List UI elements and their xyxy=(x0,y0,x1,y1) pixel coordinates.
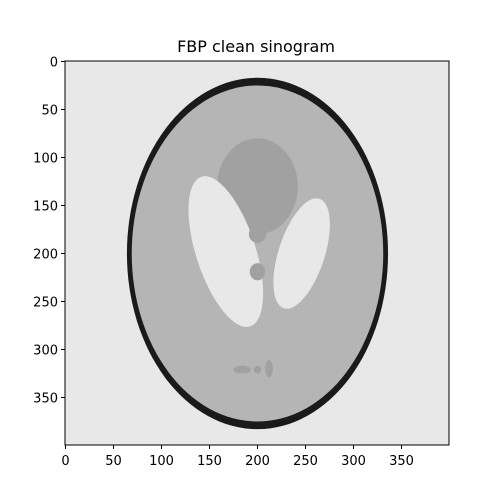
inner-ellipse xyxy=(131,85,384,422)
x-tick-label: 0 xyxy=(61,454,69,469)
phantom-image xyxy=(65,61,449,445)
x-axis: 0 50 100 150 200 250 300 350 xyxy=(61,445,414,469)
x-tick-label: 300 xyxy=(341,454,366,469)
small-ellipse-1 xyxy=(248,225,267,243)
small-ellipse-3 xyxy=(233,365,251,374)
plot-area xyxy=(64,60,450,446)
y-tick-label: 300 xyxy=(33,343,58,358)
x-tick-label: 100 xyxy=(149,454,174,469)
right-bright-ellipse xyxy=(273,198,330,309)
x-tick-label: 150 xyxy=(197,454,222,469)
small-ellipse-5 xyxy=(265,360,273,378)
left-bright-ellipse xyxy=(188,176,264,327)
y-axis: 0 50 100 150 200 250 300 350 xyxy=(33,55,65,406)
small-ellipse-2 xyxy=(249,263,266,281)
chart-title: FBP clean sinogram xyxy=(177,37,335,56)
y-tick-label: 150 xyxy=(33,199,58,214)
x-tick-label: 200 xyxy=(245,454,270,469)
y-tick-label: 350 xyxy=(33,391,58,406)
y-tick-label: 250 xyxy=(33,295,58,310)
y-tick-label: 100 xyxy=(33,151,58,166)
x-tick-label: 50 xyxy=(105,454,122,469)
small-ellipse-4 xyxy=(253,365,262,374)
y-tick-label: 50 xyxy=(41,103,58,118)
y-tick-label: 0 xyxy=(50,55,58,70)
y-tick-label: 200 xyxy=(33,247,58,262)
x-tick-label: 350 xyxy=(389,454,414,469)
x-tick-label: 250 xyxy=(293,454,318,469)
